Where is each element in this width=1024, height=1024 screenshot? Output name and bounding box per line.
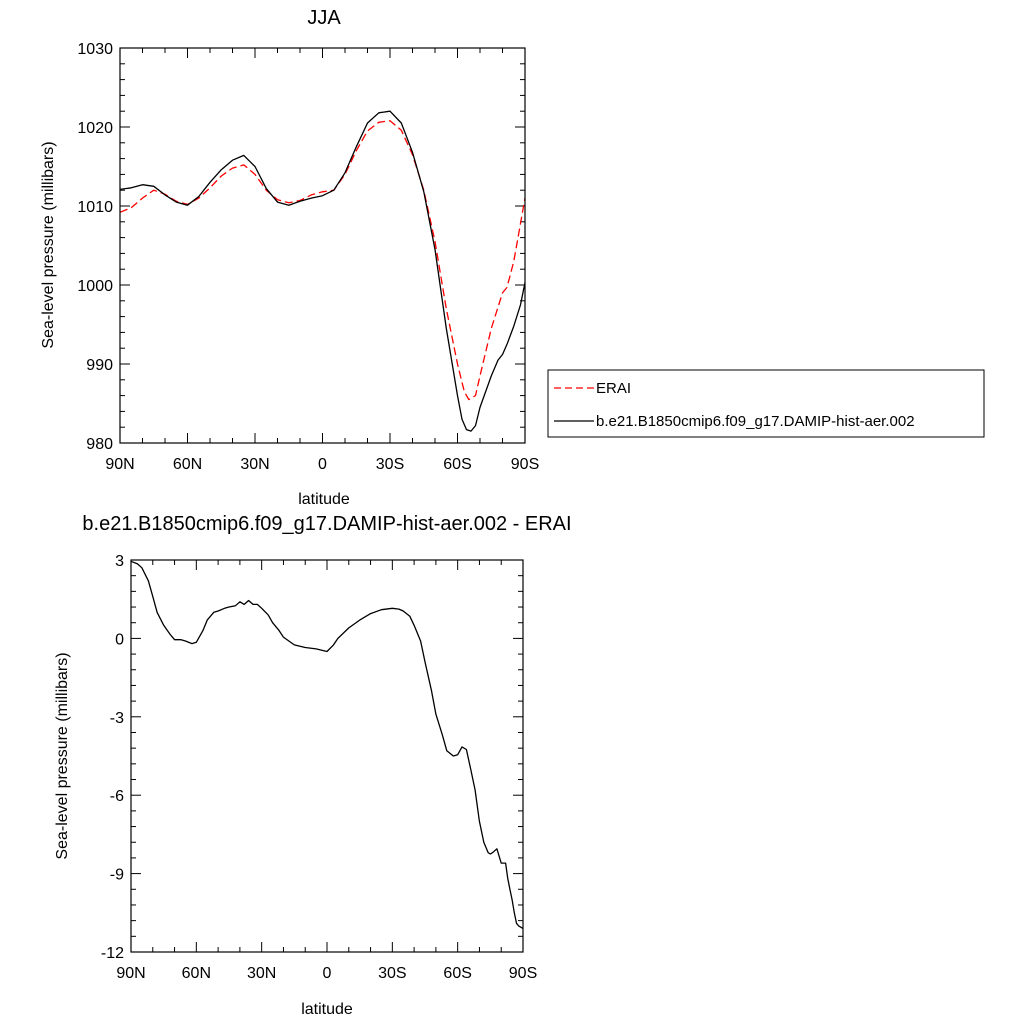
panel-top: JJA 90N 60N 30N 0 30S 60S 90S 980 990 1000 1010 102… — [40, 7, 539, 508]
top-xtick-label: 90N — [105, 456, 134, 473]
bottom-ytick-label: -6 — [110, 788, 124, 805]
top-ytick-label: 990 — [86, 357, 113, 374]
panel-bottom-xlabel: latitude — [301, 1001, 353, 1018]
top-xtick-label: 30N — [240, 456, 269, 473]
top-xtick-label: 60N — [173, 456, 202, 473]
top-ytick-label: 1000 — [77, 278, 113, 295]
bottom-xtick-label: 60S — [443, 965, 471, 982]
legend-box — [547, 369, 985, 438]
panel-bottom: b.e21.B1850cmip6.f09_g17.DAMIP-hist-aer.… — [54, 513, 572, 1018]
legend-label-erai: ERAI — [596, 380, 631, 397]
top-ytick-label: 980 — [86, 436, 113, 453]
panel-top-title: JJA — [307, 7, 341, 29]
bottom-xtick-label: 90S — [509, 965, 537, 982]
bottom-ytick-label: 0 — [115, 631, 124, 648]
top-xtick-label: 60S — [443, 456, 471, 473]
bottom-ytick-label: 3 — [115, 553, 124, 570]
bottom-xtick-label: 30N — [247, 965, 276, 982]
panel-top-xlabel: latitude — [298, 491, 350, 508]
panel-top-plot: 90N 60N 30N 0 30S 60S 90S 980 990 1000 1010 1020 103… — [77, 41, 539, 473]
legend-label-model: b.e21.B1850cmip6.f09_g17.DAMIP-hist-aer.… — [596, 413, 915, 430]
top-series-erai-line — [119, 120, 526, 401]
panel-bottom-frame — [130, 559, 524, 953]
bottom-series-0-line — [130, 560, 524, 930]
bottom-ytick-label: -12 — [101, 945, 124, 962]
bottom-ytick-label: -9 — [110, 867, 124, 884]
panel-bottom-ylabel: Sea-level pressure (millibars) — [54, 652, 71, 859]
top-ytick-label: 1020 — [77, 120, 113, 137]
top-series-b-e21-b1850cmip6-f09-g17-damip-hist-aer-002-line — [119, 110, 526, 432]
bottom-xtick-label: 90N — [116, 965, 145, 982]
top-ytick-label: 1030 — [77, 41, 113, 58]
bottom-xtick-label: 0 — [323, 965, 332, 982]
top-xtick-label: 90S — [511, 456, 539, 473]
bottom-ytick-label: -3 — [110, 710, 124, 727]
top-ytick-label: 1010 — [77, 199, 113, 216]
bottom-xtick-label: 30S — [378, 965, 406, 982]
panel-top-frame — [119, 47, 526, 444]
top-xtick-label: 0 — [318, 456, 327, 473]
top-xtick-label: 30S — [376, 456, 404, 473]
legend: ERAI b.e21.B1850cmip6.f09_g17.DAMIP-hist… — [547, 369, 985, 438]
bottom-xtick-label: 60N — [182, 965, 211, 982]
panel-top-ylabel: Sea-level pressure (millibars) — [40, 141, 57, 348]
panel-bottom-plot: 90N 60N 30N 0 30S 60S 90S -12 -9 -6 -3 0 3 — [101, 553, 537, 982]
panel-bottom-title: b.e21.B1850cmip6.f09_g17.DAMIP-hist-aer.… — [82, 513, 571, 535]
